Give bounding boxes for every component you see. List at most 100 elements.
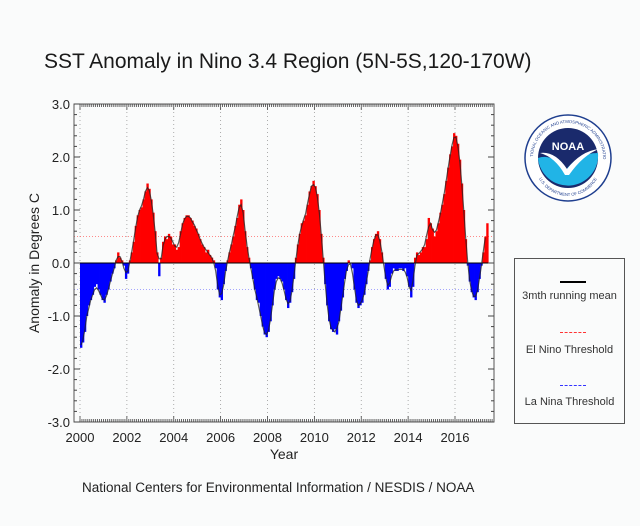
anomaly-bar [460,183,464,263]
anomaly-bar [195,228,198,263]
anomaly-bar [476,263,479,293]
anomaly-bar [267,263,270,332]
anomaly-bar [449,154,452,263]
anomaly-bar [185,215,188,263]
anomaly-bar [437,223,440,263]
anomaly-bar [171,244,175,263]
anomaly-bar [406,263,409,277]
anomaly-bar [85,263,89,316]
anomaly-bar [378,239,382,263]
logo-text: NOAA [552,141,584,153]
anomaly-bar [150,199,153,263]
anomaly-bar [482,252,485,263]
anomaly-bar [300,223,304,263]
anomaly-bar [263,263,266,335]
anomaly-bar [105,263,108,295]
anomaly-bar [298,233,302,263]
anomaly-bar [93,263,97,287]
anomaly-bar [107,263,110,290]
anomaly-bar [443,194,446,263]
anomaly-bar [339,263,343,311]
anomaly-bar [400,263,403,269]
anomaly-bars [80,133,489,348]
anomaly-bar [83,263,87,332]
anomaly-bar [234,225,237,263]
anomaly-bar [288,263,292,303]
anomaly-bar [419,252,423,263]
x-tick-label: 2002 [112,430,141,445]
anomaly-bar [154,231,157,263]
anomaly-bar [456,143,460,263]
anomaly-bar [246,247,249,263]
anomaly-bar [404,263,407,269]
anomaly-bar [80,263,83,348]
anomaly-bar [132,241,136,263]
anomaly-bar [290,263,294,293]
anomaly-bar [410,263,413,298]
anomaly-bar [253,263,257,290]
anomaly-bar [386,263,389,290]
anomaly-bar [224,263,227,271]
anomaly-bar [398,263,401,269]
anomaly-bar [394,263,397,271]
anomaly-bar [285,263,288,301]
anomaly-bar [464,239,468,263]
anomaly-bar [173,244,177,263]
anomaly-bar [148,188,151,263]
anomaly-bar [365,263,368,285]
x-tick-label: 2012 [347,430,376,445]
anomaly-bar [388,263,391,287]
anomaly-bar [193,225,196,263]
anomaly-bar [249,263,253,269]
anomaly-bar [287,263,290,309]
anomaly-bar [158,263,161,277]
anomaly-bar [314,186,317,263]
anomaly-bar [326,263,329,306]
anomaly-bar [255,263,259,301]
anomaly-bar [210,257,214,263]
anomaly-bar [142,199,145,263]
anomaly-bar [478,263,481,279]
anomaly-bar [124,263,128,279]
anomaly-bar [220,263,223,301]
anomaly-bar [169,236,173,263]
y-tick-label: -2.0 [48,362,70,377]
anomaly-bar [462,210,466,263]
anomaly-bar [259,263,263,316]
anomaly-bar [417,255,421,263]
anomaly-bar [91,263,95,295]
anomaly-bar [376,231,380,263]
anomaly-bar [165,239,169,263]
anomaly-bar [435,231,438,263]
anomaly-bar [232,236,235,263]
anomaly-bar [240,199,243,263]
anomaly-bar [445,180,448,263]
anomaly-bar [206,249,210,263]
anomaly-bar [283,263,286,290]
axis-ticks [74,103,494,423]
anomaly-bar [242,210,245,263]
anomaly-bar [392,263,395,269]
anomaly-bar [447,167,450,263]
anomaly-bar [101,263,104,301]
x-tick-label: 2014 [394,430,423,445]
anomaly-bar [81,263,85,343]
anomaly-bar [117,252,120,263]
anomaly-bar [95,263,98,285]
anomaly-bar [208,255,212,263]
anomaly-bar [415,252,419,263]
anomaly-bar [427,217,431,263]
chart-title: SST Anomaly in Nino 3.4 Region (5N-5S,12… [44,50,532,73]
anomaly-bar [236,217,239,263]
anomaly-bar [341,263,345,298]
anomaly-bar [423,247,427,263]
anomaly-bar [324,263,327,285]
anomaly-bar [111,263,114,274]
anomaly-bar [371,247,374,263]
anomaly-bar [296,244,300,263]
anomaly-bar [216,263,220,290]
anomaly-bar [191,220,194,263]
legend-el-nino-label: El Nino Threshold [525,344,614,356]
anomaly-bar [429,223,432,263]
